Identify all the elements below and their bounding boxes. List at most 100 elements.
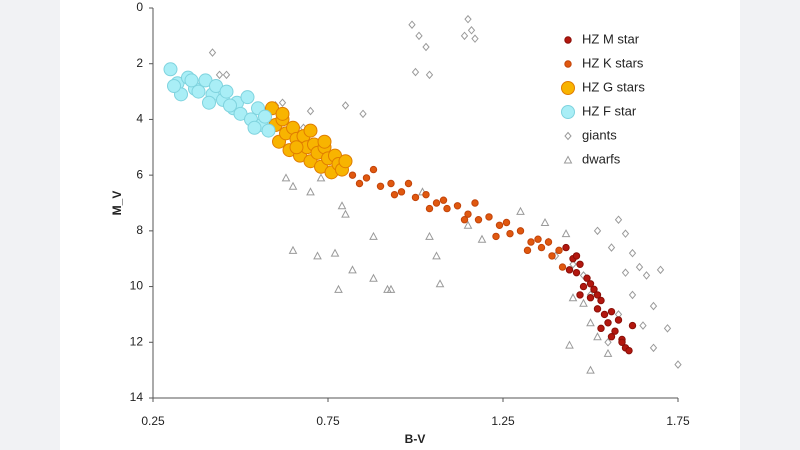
point <box>477 234 487 243</box>
point <box>240 90 255 105</box>
point <box>330 248 340 257</box>
point <box>492 232 500 241</box>
point <box>586 294 595 302</box>
x-axis-title: B-V <box>405 432 426 446</box>
point <box>649 343 658 353</box>
legend-label: HZ G stars <box>582 79 645 94</box>
x-tick-label: 1.25 <box>491 414 515 428</box>
y-tick-label: 12 <box>130 334 144 348</box>
point <box>614 215 623 224</box>
point <box>460 216 469 224</box>
point <box>202 95 216 110</box>
point <box>386 284 396 293</box>
x-tick-label: 0.75 <box>316 414 340 428</box>
point <box>258 109 272 124</box>
point <box>607 333 616 341</box>
point <box>611 327 619 335</box>
legend-label: dwarfs <box>582 151 621 166</box>
legend-marker <box>564 60 572 68</box>
y-tick-label: 6 <box>136 167 143 181</box>
point <box>597 324 605 333</box>
point <box>628 290 637 300</box>
point <box>523 246 532 255</box>
point <box>502 218 511 227</box>
y-tick-label: 14 <box>130 390 144 404</box>
point <box>337 201 347 210</box>
point <box>288 245 298 254</box>
point <box>593 305 602 313</box>
point <box>289 140 304 155</box>
point <box>621 268 630 277</box>
point <box>544 238 553 246</box>
point <box>642 271 651 280</box>
point <box>215 70 224 80</box>
point <box>422 42 430 52</box>
y-tick-label: 0 <box>136 0 143 14</box>
legend-marker <box>564 131 572 141</box>
y-tick-label: 4 <box>136 112 143 126</box>
point <box>537 243 546 252</box>
point <box>369 273 378 282</box>
point <box>506 229 514 238</box>
point <box>590 285 598 294</box>
y-tick-label: 2 <box>136 56 143 70</box>
point <box>604 319 612 327</box>
point <box>464 14 472 24</box>
point <box>576 260 584 268</box>
point <box>390 190 399 199</box>
point <box>411 67 420 77</box>
point <box>425 70 434 80</box>
point <box>334 284 343 293</box>
point <box>338 154 353 169</box>
legend-marker <box>561 105 575 119</box>
legend-label: giants <box>582 127 617 142</box>
legend-marker <box>563 155 573 164</box>
point <box>579 298 588 307</box>
point <box>534 235 542 243</box>
point <box>362 174 371 182</box>
point <box>317 134 332 149</box>
point <box>583 274 591 282</box>
point <box>281 173 291 182</box>
point <box>397 188 406 196</box>
point <box>443 204 451 213</box>
point <box>313 251 322 260</box>
point <box>555 246 563 255</box>
point <box>432 199 441 207</box>
point <box>674 360 682 369</box>
point <box>527 238 535 246</box>
point <box>572 252 581 260</box>
point <box>306 106 315 116</box>
point <box>425 204 434 213</box>
point <box>288 181 298 190</box>
point <box>572 268 581 277</box>
point <box>348 171 357 179</box>
point <box>316 173 326 182</box>
point <box>208 48 217 57</box>
point <box>387 179 395 188</box>
legend-label: HZ M star <box>582 31 640 46</box>
point <box>597 296 605 305</box>
point <box>191 84 206 99</box>
point <box>618 338 626 346</box>
point <box>586 280 595 288</box>
point <box>485 213 493 221</box>
point <box>435 279 445 288</box>
point <box>376 182 385 190</box>
point <box>369 231 378 240</box>
point <box>628 321 637 330</box>
point <box>163 62 178 77</box>
point <box>639 321 647 330</box>
point <box>219 84 234 99</box>
point <box>607 243 616 252</box>
point <box>355 179 364 188</box>
point <box>593 332 602 341</box>
point <box>278 98 287 107</box>
point <box>261 123 276 138</box>
point <box>467 26 476 35</box>
point <box>565 340 574 349</box>
point <box>341 209 350 218</box>
point <box>432 251 441 260</box>
legend-marker <box>564 36 572 44</box>
point <box>562 243 570 252</box>
